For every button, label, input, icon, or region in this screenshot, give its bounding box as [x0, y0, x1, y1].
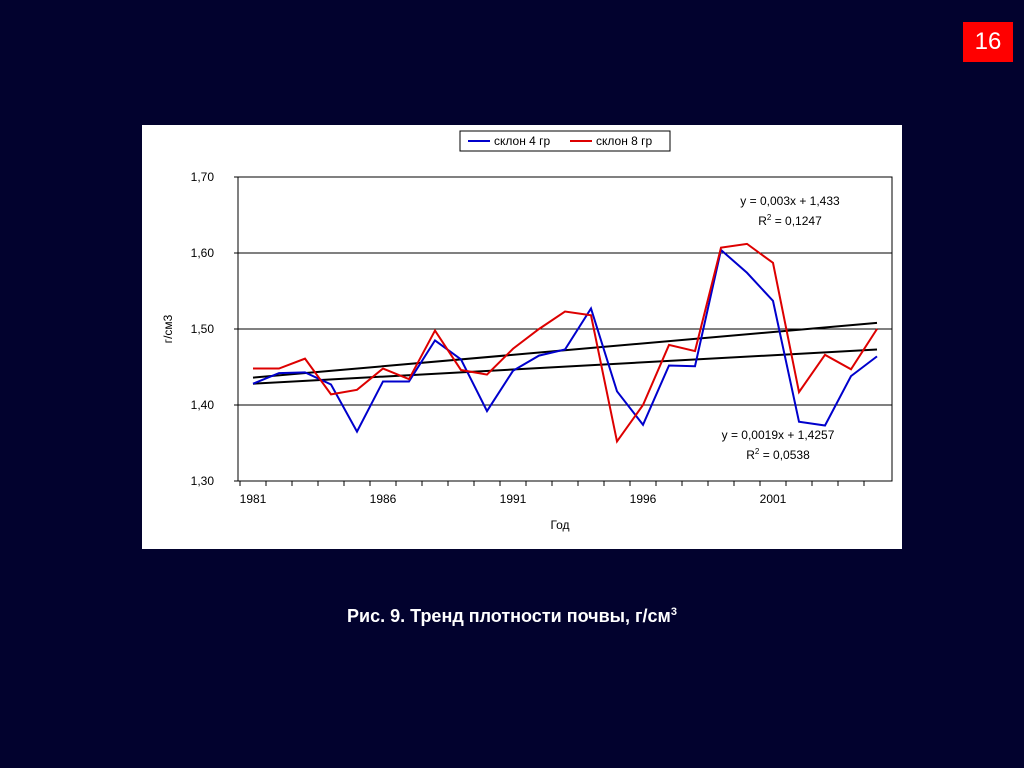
trendline-equation-2: y = 0,0019x + 1,4257 — [722, 428, 835, 442]
legend-box — [459, 130, 671, 152]
y-tick-label: 1,40 — [191, 398, 215, 412]
r2-letter: R — [758, 214, 767, 228]
legend-label-2: склон 8 гр — [596, 134, 653, 148]
x-tick-label: 1991 — [500, 492, 527, 506]
y-tick-label: 1,70 — [191, 170, 215, 184]
x-tick-label: 2001 — [760, 492, 787, 506]
r2-value: = 0,1247 — [771, 214, 822, 228]
trendline-equation-1: y = 0,003x + 1,433 — [740, 194, 840, 208]
y-tick-label: 1,30 — [191, 474, 215, 488]
slide-number-badge: 16 — [963, 22, 1013, 62]
trend-line-chart: 1,30 1,40 1,50 1,60 1,70 1981 1986 1991 1996 2001… — [161, 130, 893, 532]
x-axis-label: Год — [550, 518, 569, 532]
y-axis-label: г/см3 — [161, 314, 175, 343]
chart-panel: 1,30 1,40 1,50 1,60 1,70 1981 1986 1991 1996 2001… — [142, 125, 902, 549]
y-tick-label: 1,50 — [191, 322, 215, 336]
r2-letter: R — [746, 448, 755, 462]
x-tick-label: 1981 — [240, 492, 267, 506]
x-tick-label: 1996 — [630, 492, 657, 506]
r2-superscript: 2 — [767, 213, 772, 222]
r2-value: = 0,0538 — [759, 448, 810, 462]
caption-superscript: 3 — [670, 606, 677, 618]
trendline-r2-1: R2 = 0,1247 — [758, 213, 822, 228]
caption-text: Рис. 9. Тренд плотности почвы, г/см — [347, 606, 671, 626]
series-line-1 — [252, 248, 878, 434]
series-line-2 — [253, 242, 878, 444]
trendline-r2-2: R2 = 0,0538 — [746, 447, 810, 462]
x-tick-label: 1986 — [370, 492, 397, 506]
r2-superscript: 2 — [755, 447, 760, 456]
figure-caption: Рис. 9. Тренд плотности почвы, г/см3 — [0, 606, 1024, 627]
legend-label-1: склон 4 гр — [494, 134, 551, 148]
trendline-2 — [252, 348, 878, 385]
legend: склон 4 гр склон 8 гр — [459, 130, 671, 152]
y-tick-label: 1,60 — [191, 246, 215, 260]
